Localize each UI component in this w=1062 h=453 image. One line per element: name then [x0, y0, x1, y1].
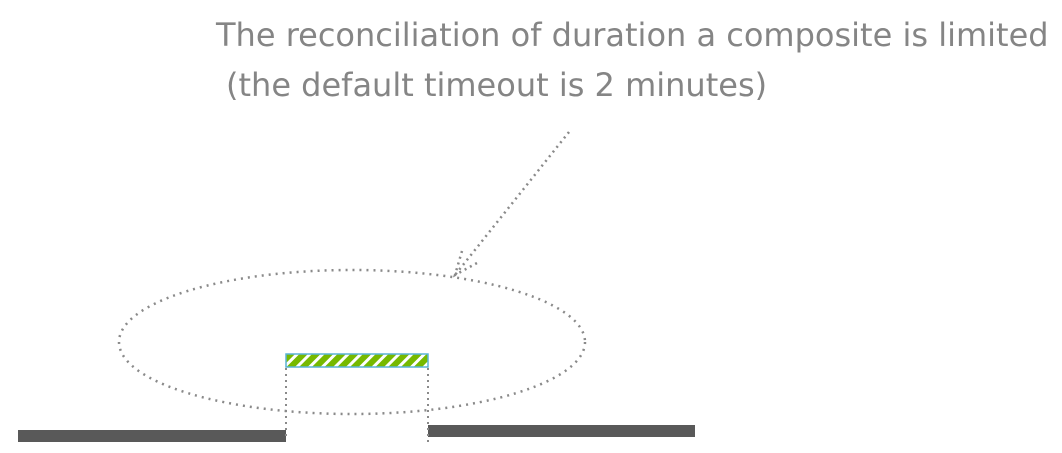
reconciliation-segment: [285, 353, 429, 368]
timeline-bar-left: [18, 430, 286, 442]
pointer-arrow-line: [454, 131, 570, 276]
highlight-ellipse: [117, 268, 587, 416]
timeline-bar-right: [428, 425, 695, 437]
pointer-arrow-head: [452, 250, 478, 278]
annotation-line-1: The reconciliation of duration a composi…: [216, 16, 1049, 54]
annotation-caption: The reconciliation of duration a composi…: [216, 10, 1056, 110]
annotation-line-2: (the default timeout is 2 minutes): [226, 66, 768, 104]
